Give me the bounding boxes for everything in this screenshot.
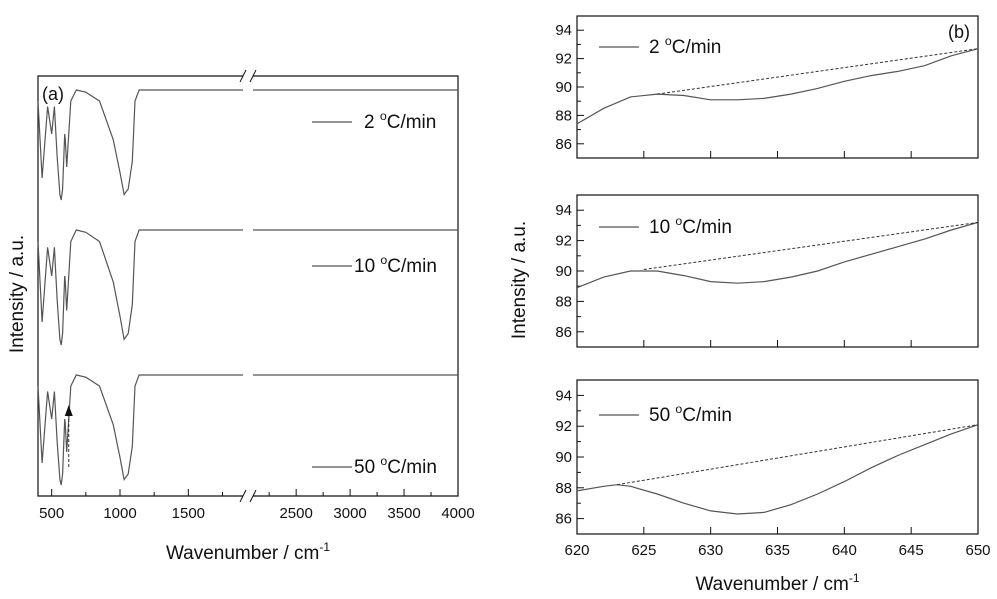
panel-b: 86 88 90 92 94 2 oC/min 86 88 90 92 94 10 oC/min 86 8… — [509, 15, 991, 595]
y-tick-label: 86 — [555, 511, 572, 528]
x-tick-label: 635 — [765, 542, 790, 559]
x-axis-label: Wavenumber / cm-1 — [166, 540, 330, 564]
baseline-line-10 — [643, 221, 979, 270]
x-tick-label: 500 — [39, 505, 64, 522]
y-tick-label: 88 — [555, 107, 572, 124]
x-tick-label: 620 — [564, 542, 589, 559]
plot-frame — [37, 75, 459, 497]
legend-label-50: 50 oC/min — [649, 402, 732, 426]
axis-break-mark — [249, 69, 257, 83]
axis-break-mark — [249, 489, 257, 503]
x-tick-label: 3500 — [387, 505, 420, 522]
y-tick-label: 86 — [555, 136, 572, 153]
series-line-2 — [576, 48, 979, 125]
y-axis-label: Intensity / a.u. — [7, 235, 28, 353]
legend-label-2: 2 oC/min — [649, 34, 721, 58]
y-tick-label: 94 — [555, 387, 572, 404]
panel-label-a: (a) — [42, 84, 64, 104]
x-tick-label: 2500 — [279, 505, 312, 522]
y-tick-label: 92 — [555, 418, 572, 435]
x-tick-label: 4000 — [441, 505, 474, 522]
y-tick-label: 92 — [555, 51, 572, 68]
series-line-2 — [37, 89, 243, 201]
y-axis-label: Intensity / a.u. — [509, 221, 530, 339]
legend-label-10: 10 oC/min — [354, 253, 437, 277]
x-tick-label: 3000 — [333, 505, 366, 522]
y-tick-label: 88 — [555, 480, 572, 497]
y-tick-label: 90 — [555, 449, 572, 466]
y-tick-label: 88 — [555, 293, 572, 310]
legend-label-50: 50 oC/min — [354, 454, 437, 478]
axis-break-mark — [239, 489, 247, 503]
subplot-frame-2 — [576, 15, 979, 159]
y-tick-label: 92 — [555, 233, 572, 250]
y-tick-label: 94 — [555, 202, 572, 219]
baseline-line-50 — [617, 424, 979, 486]
panel-label-b: (b) — [948, 22, 970, 42]
annotation-arrow-head — [64, 405, 73, 416]
x-tick-label: 640 — [832, 542, 857, 559]
x-tick-label: 630 — [698, 542, 723, 559]
baseline-line-2 — [657, 48, 979, 95]
x-tick-label: 650 — [965, 542, 990, 559]
legend-label-10: 10 oC/min — [649, 214, 732, 238]
subplot-frame-50 — [576, 379, 979, 535]
x-tick-label: 625 — [631, 542, 656, 559]
series-line-50 — [576, 424, 979, 515]
axis-break-mark — [239, 69, 247, 83]
x-axis-label: Wavenumber / cm-1 — [695, 571, 859, 595]
series-line-10 — [37, 229, 243, 346]
x-tick-label: 645 — [899, 542, 924, 559]
x-tick-label: 1500 — [172, 505, 205, 522]
series-line-10 — [576, 221, 979, 289]
y-tick-label: 86 — [555, 324, 572, 341]
y-tick-label: 94 — [555, 22, 572, 39]
x-tick-label: 1000 — [103, 505, 136, 522]
y-tick-label: 90 — [555, 263, 572, 280]
panel-a: 500 1000 1500 2500 3000 3500 4000 Intensity / a… — [7, 69, 475, 564]
series-line-50 — [37, 374, 243, 486]
legend-label-2: 2 oC/min — [364, 109, 436, 133]
y-tick-label: 90 — [555, 79, 572, 96]
